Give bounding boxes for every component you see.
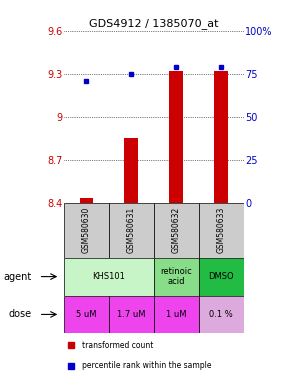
Text: 5 uM: 5 uM [76,310,97,319]
Text: GSM580632: GSM580632 [172,207,181,253]
Text: GSM580633: GSM580633 [217,207,226,253]
Bar [109,203,154,258]
Text: 1 uM: 1 uM [166,310,186,319]
Bar [124,138,138,203]
Bar [64,203,109,258]
Title: GDS4912 / 1385070_at: GDS4912 / 1385070_at [89,18,218,30]
Text: GSM580630: GSM580630 [82,207,91,253]
Bar [154,258,199,296]
Text: agent: agent [3,271,31,281]
Text: dose: dose [8,310,31,319]
Bar [154,296,199,333]
Text: 0.1 %: 0.1 % [209,310,233,319]
Text: KHS101: KHS101 [92,272,125,281]
Bar [199,296,244,333]
Bar [79,199,93,203]
Bar [64,258,154,296]
Bar [64,296,109,333]
Bar [199,203,244,258]
Bar [109,296,154,333]
Bar [214,71,228,203]
Bar [169,71,183,203]
Bar [199,258,244,296]
Text: retinoic
acid: retinoic acid [160,267,192,286]
Text: percentile rank within the sample: percentile rank within the sample [82,361,211,370]
Text: DMSO: DMSO [208,272,234,281]
Text: 1.7 uM: 1.7 uM [117,310,146,319]
Text: transformed count: transformed count [82,341,153,350]
Bar [154,203,199,258]
Text: GSM580631: GSM580631 [127,207,136,253]
